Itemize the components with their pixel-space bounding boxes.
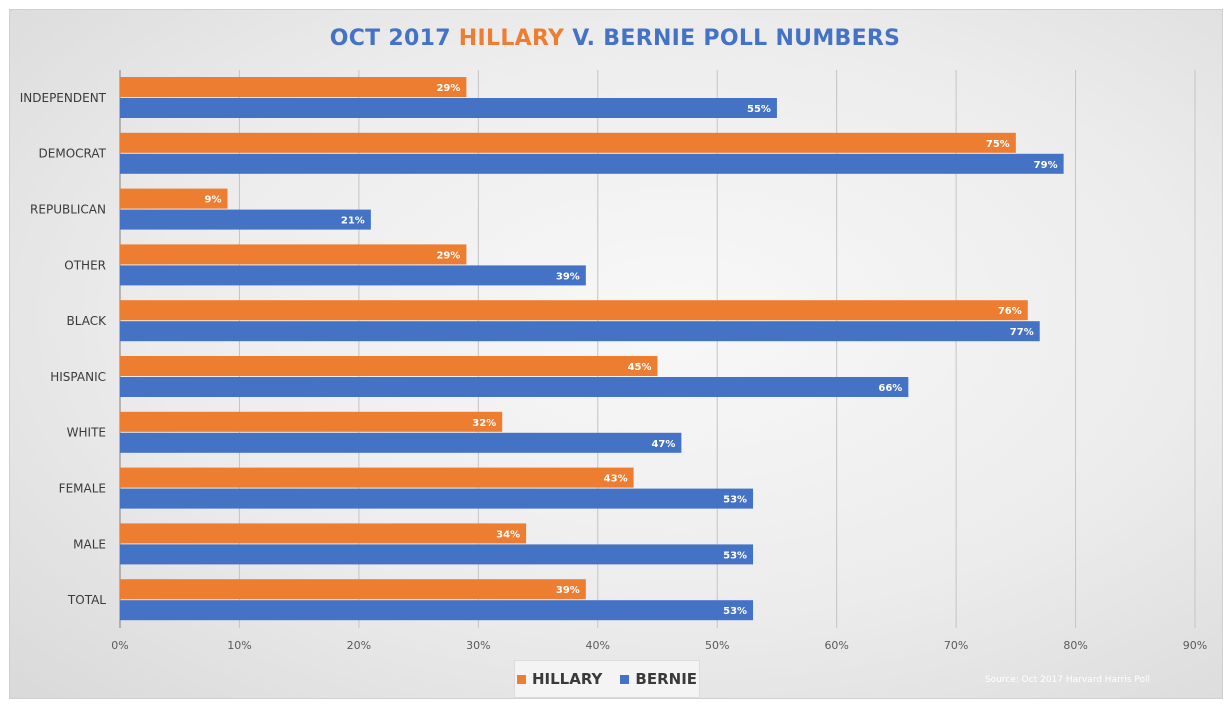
- data-label-bernie: 77%: [1010, 327, 1034, 338]
- bar-hillary: [120, 523, 527, 544]
- bar-bernie: [120, 321, 1040, 342]
- category-label: MALE: [73, 537, 106, 551]
- title-part-2: HILLARY: [458, 26, 565, 51]
- category-label: WHITE: [67, 426, 106, 440]
- bar-bernie: [120, 209, 371, 230]
- bar-bernie: [120, 153, 1064, 174]
- title-part-3: V. BERNIE POLL NUMBERS: [564, 26, 901, 51]
- bar-hillary: [120, 579, 586, 600]
- category-label: OTHER: [64, 258, 106, 272]
- data-label-bernie: 79%: [1034, 160, 1058, 171]
- data-label-hillary: 43%: [604, 474, 628, 485]
- data-label-bernie: 21%: [341, 216, 365, 227]
- bar-hillary: [120, 132, 1016, 153]
- category-label: REPUBLICAN: [30, 203, 106, 217]
- category-label: FEMALE: [59, 482, 106, 496]
- data-label-bernie: 39%: [556, 271, 580, 282]
- data-label-bernie: 53%: [723, 495, 747, 506]
- category-label: TOTAL: [67, 593, 106, 607]
- x-tick-label: 30%: [466, 639, 490, 652]
- legend-swatch-bernie: [620, 674, 630, 684]
- bar-bernie: [120, 265, 586, 286]
- bar-hillary: [120, 300, 1028, 321]
- x-tick-label: 90%: [1183, 639, 1207, 652]
- x-tick-label: 0%: [111, 639, 128, 652]
- data-label-hillary: 32%: [472, 418, 496, 429]
- chart-legend: HILLARY BERNIE: [514, 660, 700, 698]
- chart-title: OCT 2017 HILLARY V. BERNIE POLL NUMBERS: [0, 26, 1230, 51]
- data-label-bernie: 53%: [723, 550, 747, 561]
- legend-label-bernie: BERNIE: [635, 670, 698, 688]
- data-label-hillary: 29%: [436, 250, 460, 261]
- bar-hillary: [120, 411, 503, 432]
- bar-hillary: [120, 467, 634, 488]
- x-tick-label: 40%: [586, 639, 610, 652]
- x-tick-label: 70%: [944, 639, 968, 652]
- x-tick-label: 80%: [1063, 639, 1087, 652]
- bar-bernie: [120, 98, 777, 118]
- data-label-bernie: 66%: [878, 383, 902, 394]
- x-tick-label: 10%: [227, 639, 251, 652]
- legend-swatch-hillary: [516, 674, 526, 684]
- bar-hillary: [120, 188, 228, 209]
- data-label-hillary: 45%: [628, 362, 652, 373]
- data-label-hillary: 9%: [205, 195, 222, 206]
- data-label-hillary: 39%: [556, 585, 580, 596]
- legend-item-hillary: HILLARY: [516, 670, 603, 688]
- bar-hillary: [120, 77, 467, 97]
- data-label-hillary: 34%: [496, 529, 520, 540]
- bar-bernie: [120, 488, 754, 509]
- data-label-bernie: 55%: [747, 104, 771, 115]
- legend-item-bernie: BERNIE: [620, 670, 697, 688]
- data-label-hillary: 29%: [436, 83, 460, 94]
- data-label-hillary: 76%: [998, 306, 1022, 317]
- x-tick-label: 60%: [824, 639, 848, 652]
- category-label: INDEPENDENT: [20, 91, 107, 105]
- title-part-1: OCT 2017: [329, 26, 459, 51]
- bar-bernie: [120, 600, 754, 621]
- bar-bernie: [120, 544, 754, 565]
- category-label: BLACK: [67, 314, 108, 328]
- data-label-bernie: 53%: [723, 606, 747, 617]
- bar-bernie: [120, 432, 682, 453]
- data-label-bernie: 47%: [651, 439, 675, 450]
- bar-hillary: [120, 244, 467, 265]
- legend-label-hillary: HILLARY: [531, 670, 603, 688]
- category-label: HISPANIC: [50, 370, 106, 384]
- x-tick-label: 50%: [705, 639, 729, 652]
- source-note: Source: Oct 2017 Harvard Harris Poll: [984, 675, 1150, 685]
- data-label-hillary: 75%: [986, 139, 1010, 150]
- category-label: DEMOCRAT: [39, 147, 107, 161]
- x-tick-label: 20%: [347, 639, 371, 652]
- bar-hillary: [120, 356, 658, 376]
- bar-bernie: [120, 377, 909, 397]
